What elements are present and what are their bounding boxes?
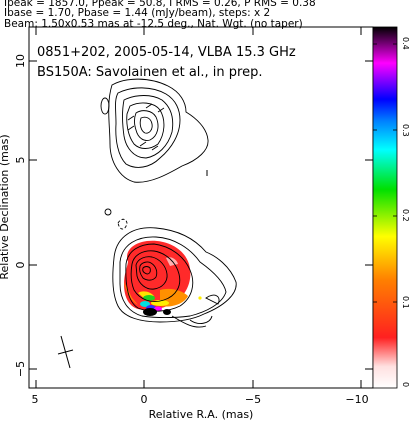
colorbar-tick-0p3: 0.3: [401, 124, 409, 137]
colorbar-tick-0: 0: [401, 382, 409, 387]
y-axis-label: Relative Declination (mas): [0, 134, 11, 279]
y-tick-10: 10: [14, 54, 27, 68]
header-line-2: Ibase = 1.70, Pbase = 1.44 (mJy/beam), s…: [4, 7, 270, 19]
colorbar-tick-0p1: 0.1: [401, 296, 409, 309]
colorbar-tick-marks: [373, 43, 397, 303]
x-axis-label: Relative R.A. (mas): [149, 408, 254, 421]
y-tick-0: 0: [14, 262, 27, 269]
plot-title-line-1: 0851+202, 2005-05-14, VLBA 15.3 GHz: [37, 45, 296, 60]
colorbar-ticks: 0.4 0.3 0.2 0.1 0: [401, 37, 409, 387]
colorbar: [372, 26, 398, 389]
polarization-color-map: [124, 240, 202, 316]
colorbar-tick-0p4: 0.4: [401, 37, 409, 50]
intensity-contours: [100, 78, 237, 328]
plot-title-line-2: BS150A: Savolainen et al., in prep.: [37, 65, 262, 80]
x-tick-minus10: −10: [345, 393, 368, 406]
x-tick-minus5: −5: [245, 393, 261, 406]
axis-ticks: [29, 27, 373, 388]
y-tick-minus5: −5: [14, 361, 27, 377]
x-tick-5: 5: [32, 393, 39, 406]
colorbar-tick-0p2: 0.2: [401, 209, 409, 222]
plot-frame: [28, 26, 374, 389]
header-line-1: Ipeak = 1857.0, Ppeak = 50.8, I RMS = 0.…: [4, 0, 316, 9]
map-content: [57, 78, 237, 369]
header-line-3: Beam: 1.50x0.53 mas at -12.5 deg., Nat. …: [4, 18, 303, 30]
restoring-beam: [57, 335, 74, 369]
x-tick-0: 0: [141, 393, 148, 406]
y-tick-5: 5: [14, 157, 27, 164]
